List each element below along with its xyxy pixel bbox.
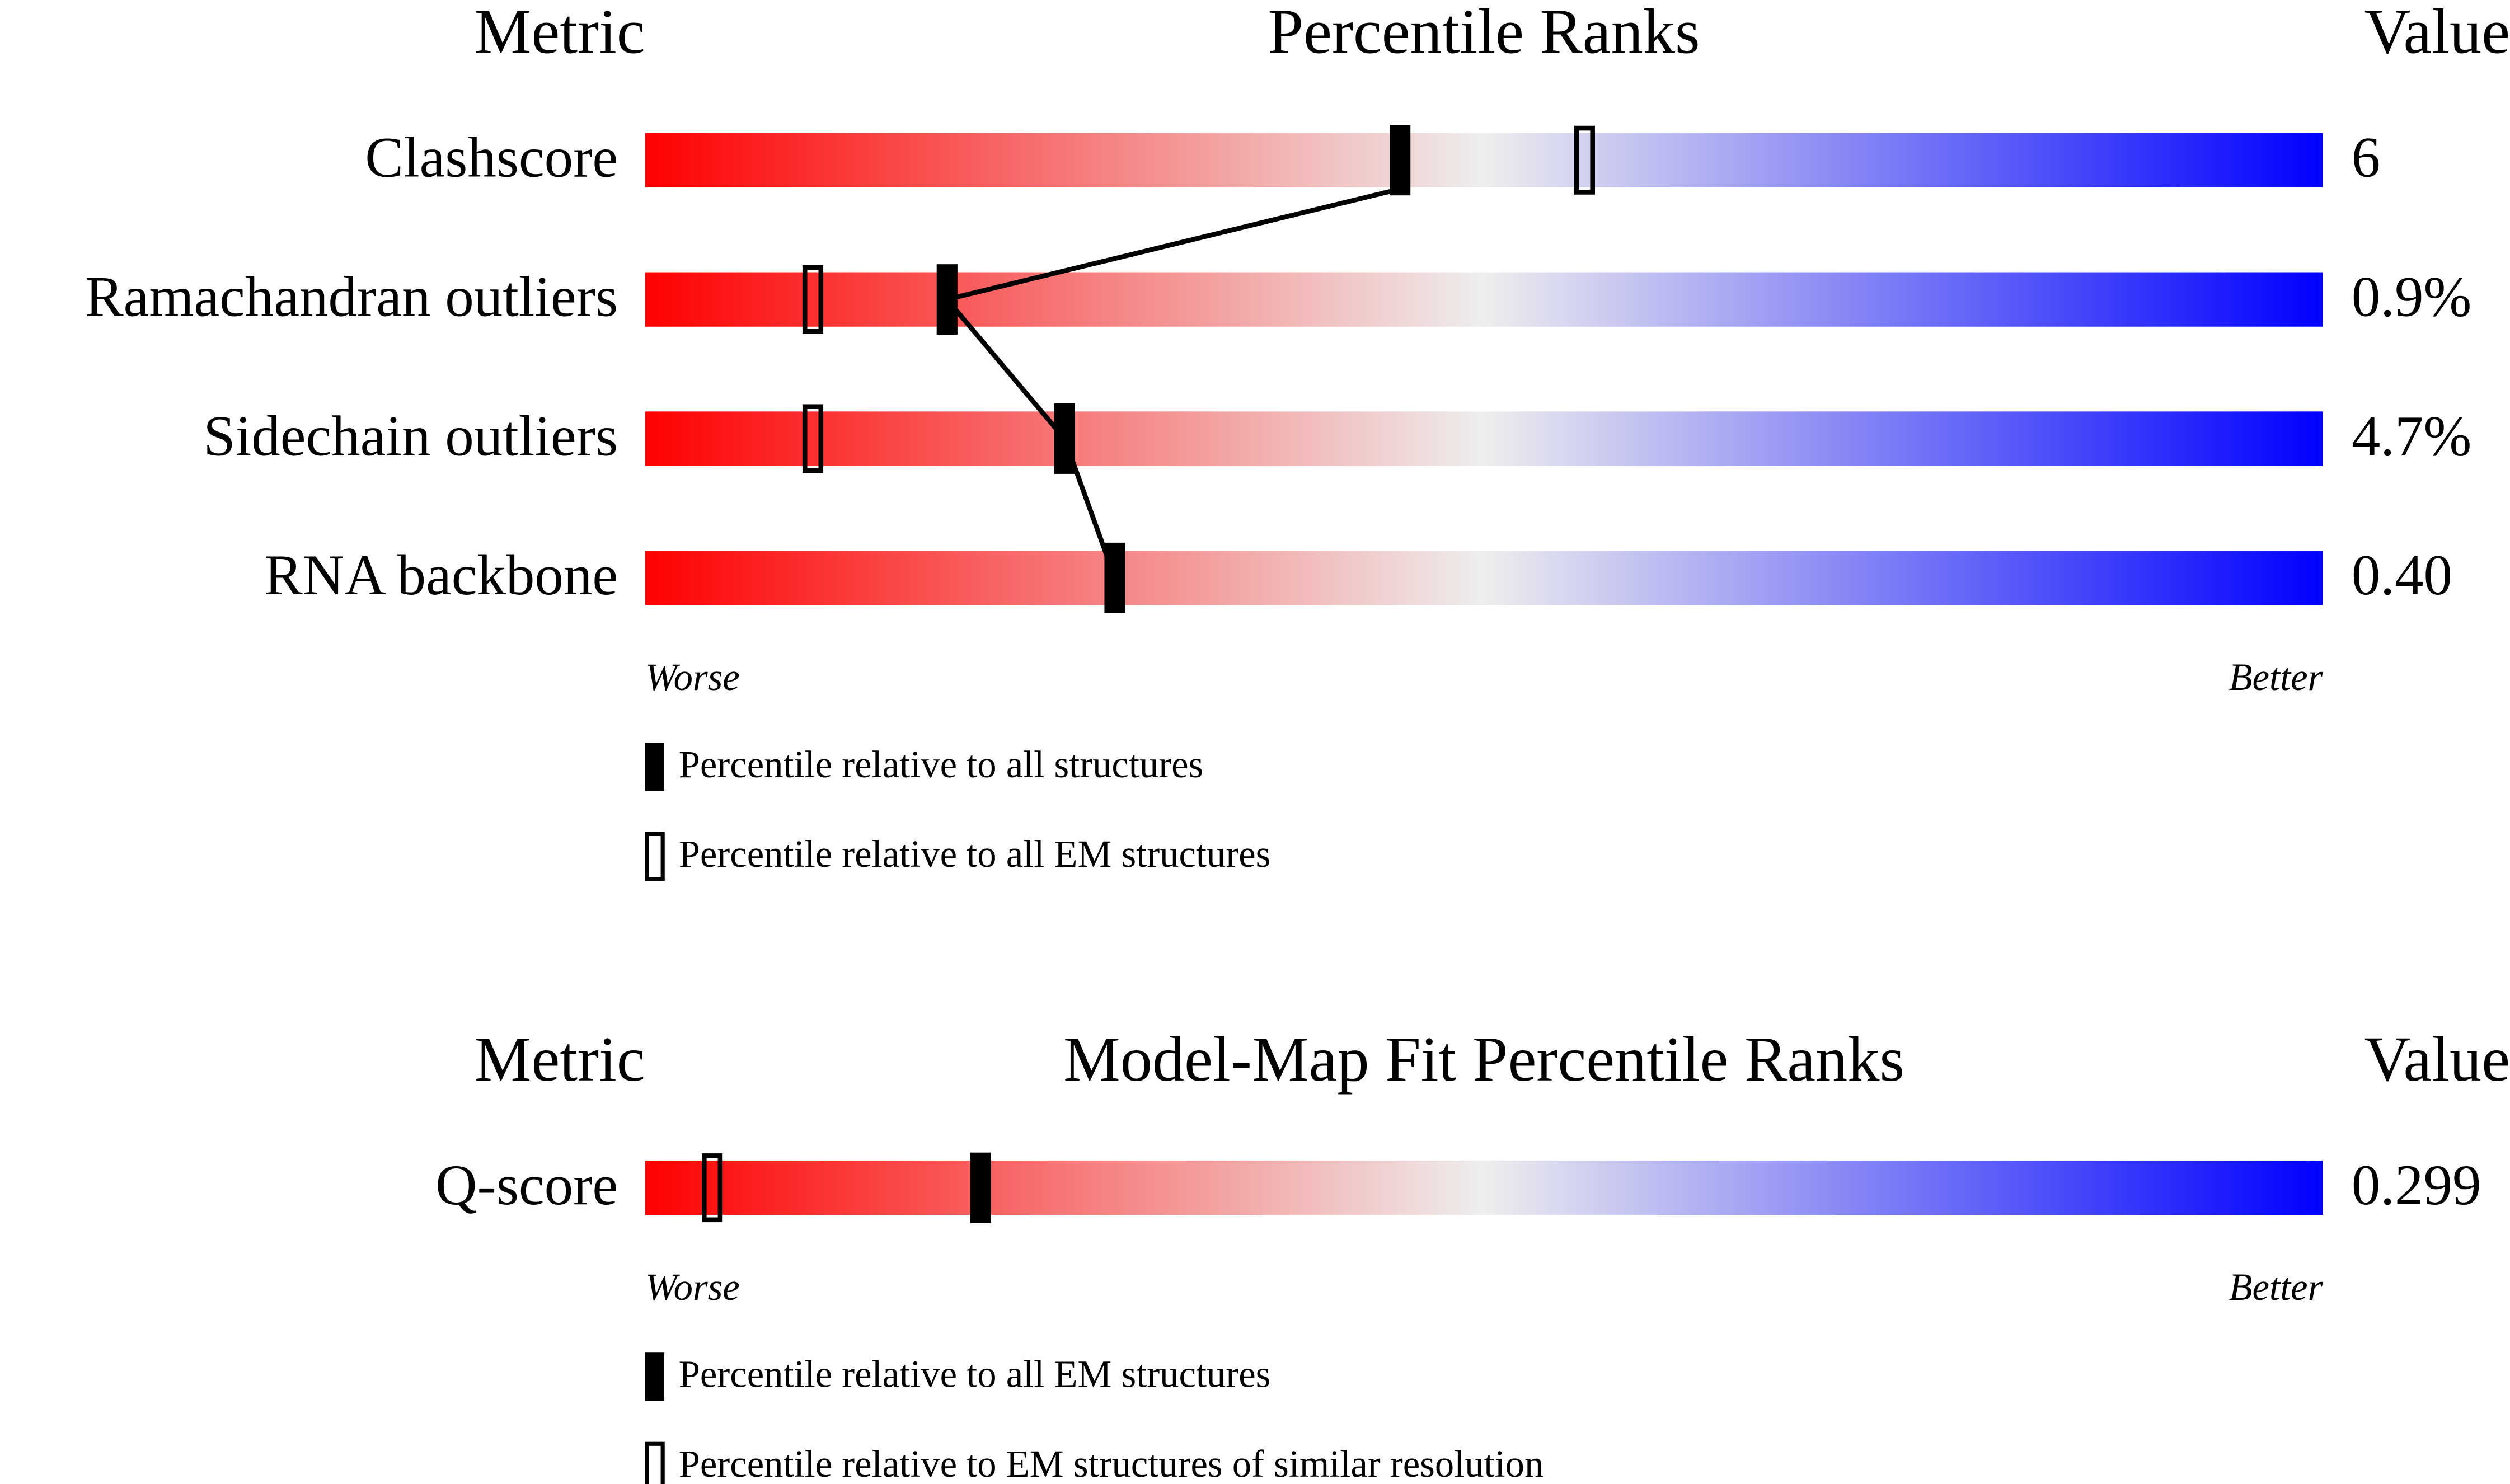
metric-value: 0.299 xyxy=(2352,1153,2481,1217)
percentile-marker-filled xyxy=(970,1152,991,1223)
metric-value: 6 xyxy=(2352,126,2380,190)
legend-label: Percentile relative to all EM structures xyxy=(679,833,1271,875)
worse-label: Worse xyxy=(645,656,740,698)
header-right: Value xyxy=(2364,1023,2510,1095)
slider-bar xyxy=(645,551,2323,605)
worse-label: Worse xyxy=(645,1266,740,1308)
metric-value: 4.7% xyxy=(2352,404,2472,468)
percentile-marker-open xyxy=(802,404,824,473)
legend-label: Percentile relative to all structures xyxy=(679,743,1204,786)
metric-label: RNA backbone xyxy=(264,543,618,607)
header-left: Metric xyxy=(475,0,645,67)
metric-label: Q-score xyxy=(435,1153,618,1217)
legend-swatch-open xyxy=(644,832,665,881)
slider-bar xyxy=(645,133,2323,187)
slider-bar xyxy=(645,411,2323,466)
better-label: Better xyxy=(2229,1266,2323,1308)
legend-label: Percentile relative to EM structures of … xyxy=(679,1443,1544,1484)
percentile-marker-filled xyxy=(1104,542,1125,613)
connector-line xyxy=(942,186,1401,579)
slider-bar xyxy=(645,272,2323,327)
percentile-marker-open xyxy=(802,265,824,334)
percentile-marker-filled xyxy=(1054,403,1075,474)
metric-value: 0.40 xyxy=(2352,543,2452,607)
slider-bar xyxy=(645,1160,2323,1215)
metric-value: 0.9% xyxy=(2352,265,2472,328)
percentile-marker-filled xyxy=(936,264,958,335)
legend-swatch-open xyxy=(644,1441,665,1484)
chart-title: Model-Map Fit Percentile Ranks xyxy=(1063,1023,1904,1095)
header-right: Value xyxy=(2364,0,2510,67)
better-label: Better xyxy=(2229,656,2323,698)
metric-label: Sidechain outliers xyxy=(203,404,618,468)
chart-title: Percentile Ranks xyxy=(1268,0,1700,67)
percentile-marker-filled xyxy=(1390,125,1411,196)
legend-swatch-filled xyxy=(645,1352,665,1401)
header-left: Metric xyxy=(475,1023,645,1095)
legend-swatch-filled xyxy=(645,743,665,791)
percentile-marker-open xyxy=(1574,125,1595,195)
legend-label: Percentile relative to all EM structures xyxy=(679,1353,1271,1396)
percentile-marker-open xyxy=(702,1153,723,1223)
metric-label: Clashscore xyxy=(365,126,618,190)
metric-label: Ramachandran outliers xyxy=(85,265,618,328)
